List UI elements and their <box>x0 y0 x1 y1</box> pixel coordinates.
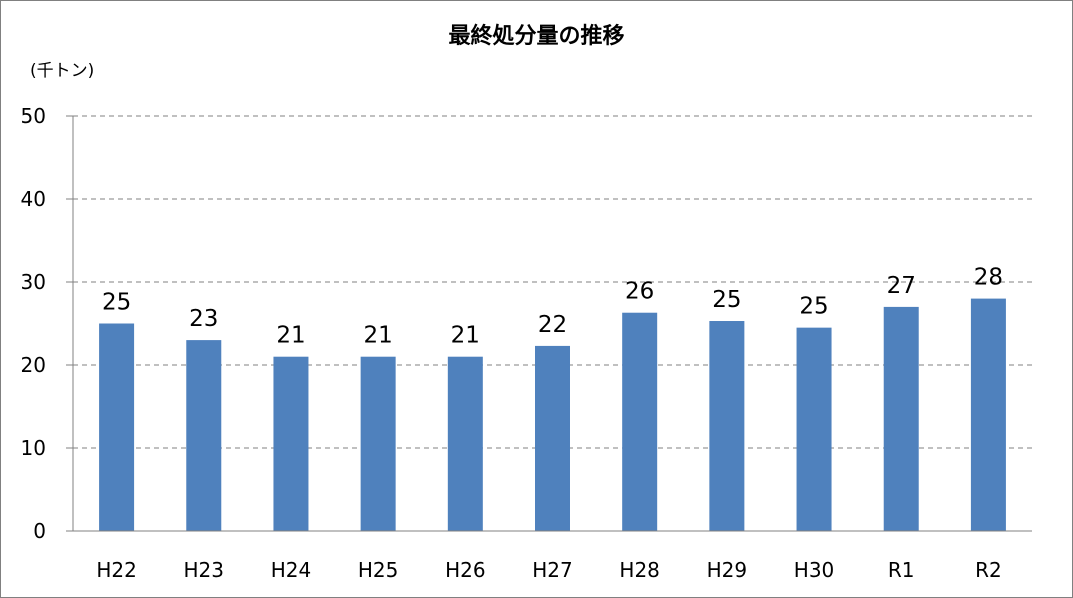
x-tick-label: H29 <box>707 558 748 582</box>
x-tick-label: H26 <box>445 558 486 582</box>
bar-h29 <box>709 321 745 531</box>
data-labels: 25 23 21 21 21 22 26 25 25 27 28 <box>102 265 1003 349</box>
data-label: 21 <box>451 323 480 349</box>
bar-h27 <box>535 345 570 531</box>
y-tick-label: 20 <box>21 353 46 377</box>
x-tick-label: R2 <box>975 558 1002 582</box>
bar-r1 <box>883 306 919 531</box>
y-tick-label: 0 <box>33 519 46 543</box>
x-tick-label: R1 <box>888 558 915 582</box>
axes <box>66 115 1032 532</box>
data-label: 21 <box>363 323 392 349</box>
bar-h26 <box>447 356 483 531</box>
bar-r2 <box>970 298 1006 531</box>
x-tick-label: H25 <box>358 558 399 582</box>
x-tick-label: H24 <box>271 558 312 582</box>
x-tick-label: H28 <box>619 558 660 582</box>
bar-h30 <box>796 327 832 531</box>
data-label: 25 <box>102 290 131 316</box>
chart-title: 最終処分量の推移 <box>448 24 625 49</box>
data-label: 23 <box>189 306 218 332</box>
data-label: 21 <box>276 323 305 349</box>
y-tick-labels: 0 10 20 30 40 50 <box>21 104 46 543</box>
bar-h22 <box>99 323 135 531</box>
y-tick-label: 10 <box>21 436 46 460</box>
x-tick-label: H22 <box>96 558 137 582</box>
bar-h28 <box>622 312 658 531</box>
bar-h23 <box>186 340 222 531</box>
data-label: 27 <box>887 273 916 299</box>
y-tick-label: 40 <box>21 187 46 211</box>
x-tick-labels: H22 H23 H24 H25 H26 H27 H28 H29 H30 R1 R2 <box>96 558 1001 582</box>
x-tick-label: H27 <box>532 558 573 582</box>
bars <box>99 298 1006 531</box>
bar-h25 <box>360 356 396 531</box>
y-tick-label: 50 <box>21 104 46 128</box>
data-label: 25 <box>799 294 828 320</box>
y-tick-label: 30 <box>21 270 46 294</box>
data-label: 28 <box>974 265 1003 291</box>
data-label: 22 <box>538 312 567 338</box>
x-tick-label: H30 <box>794 558 835 582</box>
x-tick-label: H23 <box>184 558 225 582</box>
data-label: 26 <box>625 279 654 305</box>
data-label: 25 <box>712 287 741 313</box>
y-axis-unit-label: (千トン) <box>30 61 95 81</box>
bar-h24 <box>273 356 309 531</box>
